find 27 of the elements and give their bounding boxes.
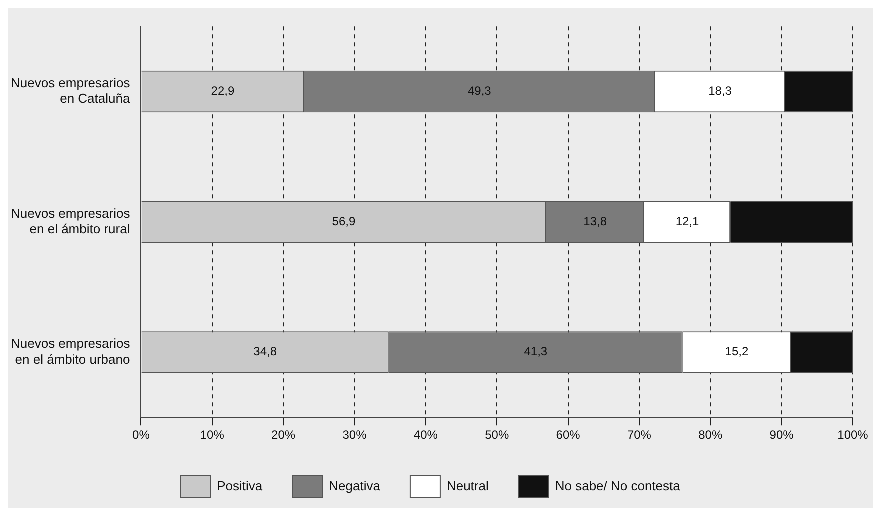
x-tick-label: 40% [414, 428, 438, 442]
x-tick-label: 80% [698, 428, 723, 442]
data-label: 13,8 [584, 214, 608, 228]
legend-label: No sabe/ No contesta [555, 478, 682, 494]
x-tick-label: 20% [272, 428, 296, 442]
legend-label: Negativa [329, 478, 382, 494]
data-label: 56,9 [332, 214, 356, 228]
x-tick-label: 100% [838, 428, 869, 442]
data-label: 18,3 [708, 84, 732, 98]
y-tick-label: Nuevos empresarios en el ámbito urbano [10, 336, 131, 367]
x-tick-label: 10% [200, 428, 225, 442]
x-tick-label: 90% [770, 428, 794, 442]
x-tick-label: 30% [342, 428, 368, 442]
data-label: 41,3 [524, 344, 548, 359]
x-tick-label: 60% [556, 428, 581, 442]
data-label: 34,8 [254, 344, 278, 359]
legend-label: Neutral [446, 478, 489, 494]
data-label: 12,1 [676, 214, 700, 228]
y-tick-label: Nuevos empresarios en el ámbito rural [10, 206, 131, 236]
x-tick-label: 50% [485, 428, 510, 442]
x-tick-label: 70% [627, 428, 652, 442]
legend-label: Positiva [217, 478, 264, 494]
data-label: 49,3 [468, 84, 492, 98]
data-label: 22,9 [211, 84, 235, 98]
x-tick-label: 0% [132, 428, 150, 442]
y-tick-label: Nuevos empresarios en Cataluña [10, 76, 131, 106]
data-label: 15,2 [725, 344, 749, 359]
